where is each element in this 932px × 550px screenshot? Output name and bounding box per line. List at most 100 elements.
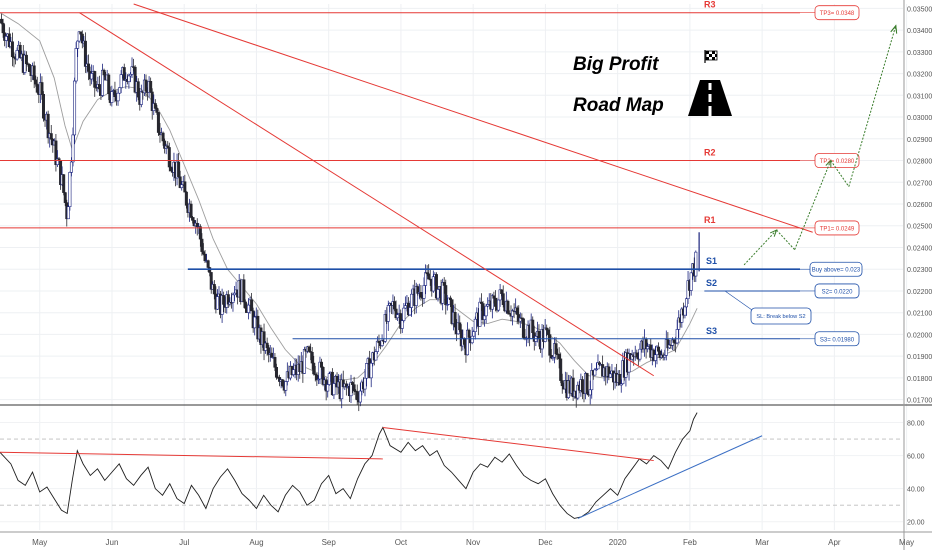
candle-body — [675, 329, 679, 344]
oscillator-line — [0, 412, 698, 519]
projection-path — [743, 24, 898, 266]
candle-body — [383, 313, 387, 342]
candle-body — [24, 54, 28, 65]
level-label-r3: R3 — [704, 0, 716, 10]
candle-body — [580, 379, 584, 393]
level-tag-s1: Buy above= 0.023 — [812, 268, 861, 274]
candle-body — [424, 272, 428, 286]
candle-body — [521, 318, 525, 338]
candle-body — [332, 383, 336, 396]
candle-body — [400, 320, 404, 329]
checkered-flag-icon — [704, 50, 718, 63]
candle-body — [571, 377, 575, 398]
level-label-s3: S3 — [706, 326, 717, 336]
candle-body — [608, 373, 612, 378]
candle-body — [560, 380, 564, 387]
x-tick-label: Aug — [249, 538, 263, 547]
candle-body — [167, 147, 171, 168]
candle-body — [292, 369, 296, 375]
candle-body — [312, 362, 316, 375]
x-tick-label: Nov — [466, 538, 480, 547]
candle-body — [209, 272, 213, 290]
candle-body — [694, 251, 698, 277]
level-tag-s3: S3= 0.01980 — [820, 337, 855, 343]
candle-body — [49, 133, 53, 140]
candle-body — [35, 83, 39, 93]
candle-body — [672, 339, 676, 343]
candle-body — [270, 352, 274, 358]
candle-body — [87, 63, 91, 72]
candle-body — [73, 80, 77, 136]
candle-body — [326, 384, 330, 392]
candle-body — [436, 289, 440, 299]
candle-body — [310, 351, 314, 364]
candle-body — [93, 71, 97, 88]
candle-body — [557, 354, 561, 360]
sl-annotation: SL: Break below S2 — [756, 314, 805, 320]
candle-body — [253, 316, 257, 329]
candle-body — [302, 349, 306, 374]
level-label-r1: R1 — [704, 215, 716, 225]
oscillator-panel — [0, 412, 763, 519]
candle-body — [177, 161, 181, 178]
candle-body — [374, 351, 378, 361]
trendlines — [79, 3, 813, 377]
sl-connector — [724, 290, 753, 311]
candle-body — [358, 390, 362, 403]
candle-body — [273, 357, 277, 368]
projection-segment — [776, 229, 796, 250]
candle-body — [478, 301, 482, 327]
level-label-s2: S2 — [706, 278, 717, 288]
level-lines: R3 TP3= 0.0348 R2 TP2= 0.0280 R1 TP1= 0.0249 S… — [0, 0, 863, 347]
candle-body — [492, 295, 496, 299]
x-tick-label: Mar — [755, 538, 769, 547]
candle-body — [144, 79, 148, 92]
candle-body — [588, 389, 592, 396]
x-tick-label: Sep — [322, 538, 337, 547]
candle-body — [598, 362, 602, 365]
projection-segment — [830, 160, 850, 187]
candle-body — [180, 184, 184, 188]
candle-body — [548, 334, 552, 356]
candle-body — [386, 305, 390, 322]
level-tag-box — [814, 283, 860, 299]
candle-body — [531, 319, 535, 334]
candle-body — [116, 92, 120, 102]
level-tag-r2: TP2= 0.0280 — [820, 159, 855, 165]
candle-body — [515, 307, 519, 315]
candle-body — [327, 373, 331, 385]
candle-body — [341, 379, 345, 387]
candle-body — [501, 293, 505, 305]
candle-body — [4, 36, 8, 41]
candle-body — [594, 368, 598, 371]
candle-body — [184, 191, 188, 206]
candle-body — [222, 295, 226, 305]
candle-body — [247, 304, 251, 313]
level-tag-box — [814, 331, 860, 347]
candle-body — [445, 304, 449, 306]
candle-body — [136, 81, 140, 98]
candle-body — [355, 391, 359, 401]
candle-body — [32, 65, 36, 81]
candle-body — [408, 307, 412, 316]
candle-body — [15, 50, 19, 60]
candle-body — [593, 369, 597, 376]
candle-body — [321, 367, 325, 385]
candle-body — [320, 361, 324, 368]
x-tick-label: May — [32, 538, 47, 547]
candle-body — [419, 292, 423, 298]
candle-body — [340, 379, 344, 400]
x-tick-label: 2020 — [609, 538, 627, 547]
level-label-r2: R2 — [704, 148, 716, 158]
candle-body — [689, 272, 693, 291]
candle-body — [559, 358, 563, 381]
level-label-s1: S1 — [706, 256, 717, 266]
level-tag-box — [809, 261, 863, 277]
candle-body — [434, 274, 438, 299]
candle-body — [431, 276, 435, 292]
